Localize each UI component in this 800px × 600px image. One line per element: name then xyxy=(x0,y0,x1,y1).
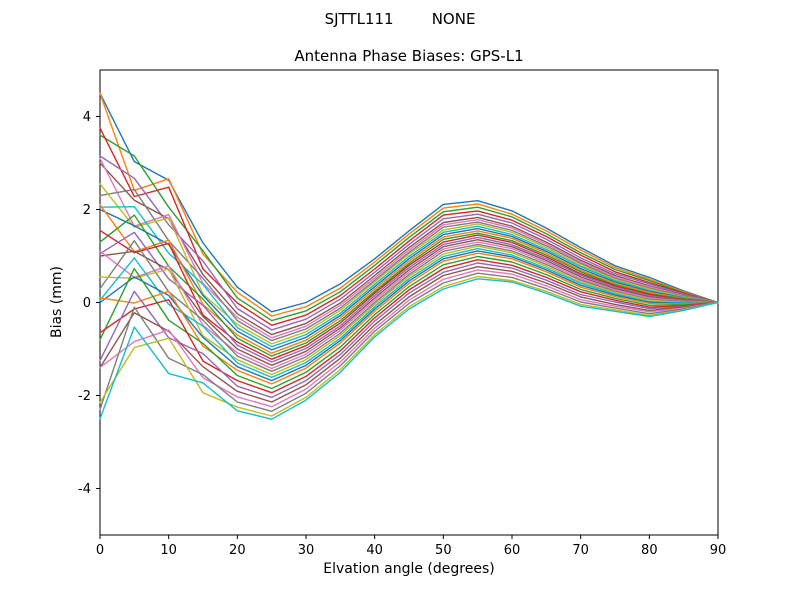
series-line-2 xyxy=(99,92,719,317)
y-tick-label: 2 xyxy=(83,203,91,218)
x-tick-label: 30 xyxy=(298,543,315,558)
x-axis-label: Elvation angle (degrees) xyxy=(323,561,495,577)
series-line-28 xyxy=(99,272,719,412)
series-line-24 xyxy=(99,259,719,394)
series-line-10 xyxy=(99,205,719,348)
axes-title: Antenna Phase Biases: GPS-L1 xyxy=(294,47,524,65)
series-line-22 xyxy=(99,252,719,385)
series-line-26 xyxy=(99,266,719,403)
series-line-4 xyxy=(99,127,719,326)
x-tick-label: 50 xyxy=(435,543,452,558)
figure-suptitle: SJTTL111 NONE xyxy=(324,10,476,28)
series-line-16 xyxy=(99,238,719,366)
series-line-25 xyxy=(99,262,719,399)
series-line-9 xyxy=(99,183,719,345)
y-tick-label: 4 xyxy=(83,110,91,125)
series-line-7 xyxy=(99,157,719,339)
x-tick-label: 90 xyxy=(710,543,727,558)
y-tick-label: 0 xyxy=(83,296,91,311)
series-line-30 xyxy=(99,278,719,420)
series-line-29 xyxy=(99,275,719,417)
x-tick-label: 10 xyxy=(160,543,177,558)
series-line-21 xyxy=(99,250,719,382)
series-line-11 xyxy=(99,208,719,351)
series-line-8 xyxy=(99,188,719,342)
x-tick-label: 40 xyxy=(366,543,383,558)
series-line-17 xyxy=(99,241,719,370)
series-line-5 xyxy=(99,155,719,331)
x-tick-label: 20 xyxy=(229,543,246,558)
series-line-19 xyxy=(99,245,719,376)
series-line-3 xyxy=(99,134,719,322)
x-tick-label: 0 xyxy=(96,543,104,558)
y-tick-label: -4 xyxy=(78,482,91,497)
series-line-1 xyxy=(99,92,719,313)
series-line-13 xyxy=(99,214,719,357)
series-line-15 xyxy=(99,231,719,363)
series-line-14 xyxy=(99,229,719,360)
y-tick-label: -2 xyxy=(78,389,91,404)
x-tick-label: 80 xyxy=(641,543,658,558)
series-line-6 xyxy=(99,162,719,336)
series-line-20 xyxy=(99,247,719,379)
series-line-12 xyxy=(99,204,719,354)
series-line-18 xyxy=(99,239,719,372)
x-tick-label: 60 xyxy=(504,543,521,558)
y-axis-label: Bias (mm) xyxy=(49,265,65,339)
series-line-27 xyxy=(99,269,719,408)
series-line-23 xyxy=(99,255,719,390)
x-tick-label: 70 xyxy=(572,543,589,558)
